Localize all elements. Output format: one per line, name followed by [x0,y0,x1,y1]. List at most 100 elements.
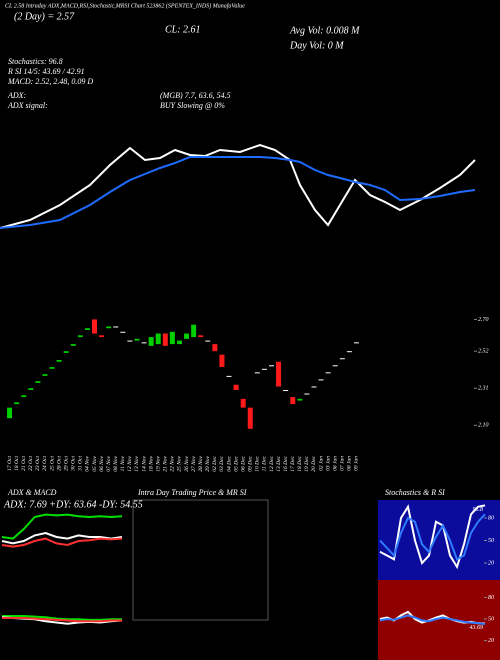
x-tick-label: 25 Oct [49,456,55,471]
panel-title: Intra Day Trading Price & MR SI [137,488,247,497]
x-tick-label: 29 Nov [205,455,211,471]
candle [198,335,204,338]
value-label: 43.69 [470,624,484,631]
x-tick-label: 23 Oct [35,456,41,471]
stat: BUY Slowing @ 0% [160,101,225,110]
x-tick-label: 11 Nov [120,455,126,471]
panel-title: Stochastics & R SI [385,488,445,497]
x-tick-label: 05 Nov [92,455,98,471]
x-tick-label: 03 Dec [219,455,225,471]
candle [318,379,324,381]
x-tick-label: 05 Dec [233,455,239,471]
candle [92,319,97,334]
x-tick-label: 26 Nov [184,455,190,471]
x-tick-label: 08 Jan [347,456,353,471]
annotation: ADX: 7.69 +DY: 63.64 -DY: 54.55 [3,499,143,510]
x-tick-label: 21 Oct [21,456,27,471]
y-tick-label: 2.31 [478,386,489,392]
candle [304,393,310,395]
candle [212,344,218,352]
close: CL: 2.61 [165,24,201,35]
x-tick-label: 06 Nov [99,455,105,471]
panel-background [378,580,500,660]
x-tick-label: 13 Dec [276,455,282,471]
candle [240,398,246,408]
series-line [1,531,123,545]
candle [205,340,211,342]
stat: Stochastics: 96.8 [8,57,63,66]
stat: R SI 14/5: 43.69 / 42.91 [7,67,85,76]
candle [283,390,289,391]
x-tick-label: 16 Dec [283,455,289,471]
candle [339,358,345,360]
y-tick-label: 20 [488,560,494,566]
candle [346,351,352,353]
y-tick-label: 2.10 [478,423,489,429]
x-tick-label: 31 Oct [78,456,84,472]
x-tick-label: 22 Nov [170,455,176,471]
x-tick-label: 28 Oct [56,456,62,471]
x-tick-label: 12 Nov [127,455,133,471]
candle [141,342,147,344]
candle [184,333,190,339]
candle [297,398,303,401]
candle [134,338,140,341]
x-tick-label: 19 Dec [304,455,310,471]
x-tick-label: 20 Dec [311,455,317,471]
day-vol: Day Vol: 0 M [289,40,344,51]
x-tick-label: 04 Nov [84,455,91,471]
candle [84,328,90,330]
y-tick-label: 80 [488,595,494,601]
candle [28,388,34,390]
candle [247,407,253,429]
panel-title: ADX & MACD [7,488,57,497]
x-tick-label: 06 Jan [332,456,338,471]
candle [106,326,112,329]
x-tick-label: 07 Jan [340,456,346,471]
candle [14,402,20,405]
stat: ADX: [7,91,27,100]
avg-vol: Avg Vol: 0.008 M [289,25,360,36]
x-tick-label: 09 Jan [354,456,360,471]
x-tick-label: 02 Dec [212,455,218,471]
x-tick-label: 28 Nov [198,455,204,471]
candle [56,360,62,362]
candle [113,326,119,328]
x-tick-label: 14 Nov [140,455,147,471]
x-tick-label: 18 Nov [148,455,154,471]
series-line [0,143,476,229]
candle [49,367,55,369]
candle [99,335,105,338]
x-tick-label: 24 Oct [41,456,48,471]
x-tick-label: 13 Nov [134,455,140,471]
change: (2 Day) = 2.57 [14,11,75,22]
candle [325,372,331,374]
page-title: CL 2.58 Intraday ADX,MACD,RSI,Stochastic… [5,2,245,9]
x-tick-label: 17 Oct [7,456,13,471]
stat: (MGB) 7.7, 63.6, 54.5 [160,91,231,100]
x-tick-label: 11 Dec [262,455,268,471]
candle [176,340,182,345]
value-label: 96.8 [473,507,484,513]
candle [77,335,83,338]
candle [120,331,126,333]
candle [311,386,317,388]
x-tick-label: 19 Nov [155,455,161,471]
x-tick-label: 06 Dec [240,455,246,471]
series-line [379,614,486,625]
intraday-box [132,499,269,621]
x-tick-label: 10 Dec [255,455,261,471]
x-tick-label: 02 Jan [318,456,324,471]
series-line [2,617,122,623]
series-line [379,513,486,561]
series-line [0,156,476,229]
candle [191,324,197,338]
series-line [379,504,486,570]
candle [290,397,296,405]
candle [127,340,133,342]
stat: ADX signal: [7,101,48,110]
candle [276,361,282,387]
x-tick-label: 25 Nov [177,455,183,471]
x-tick-label: 18 Oct [14,456,20,471]
